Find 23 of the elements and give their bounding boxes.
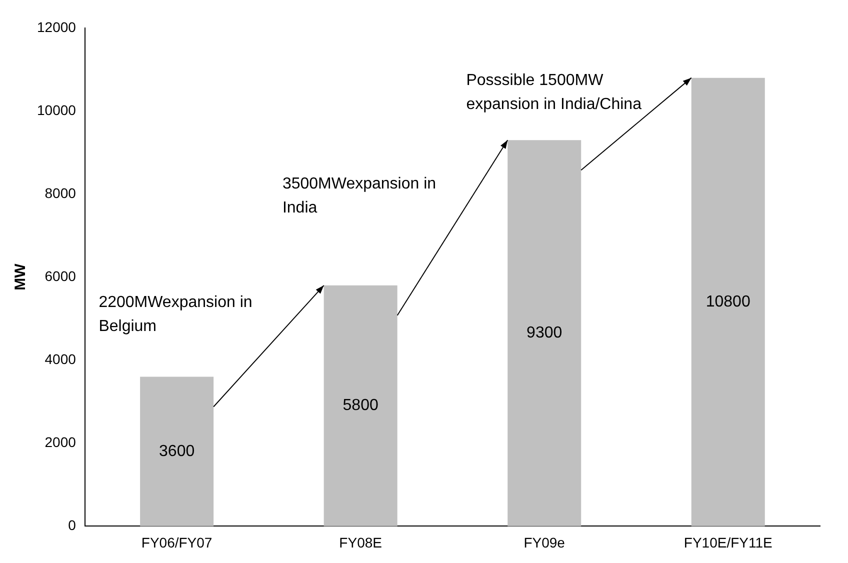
annotation: 2200MWexpansion in Belgium: [98, 294, 252, 336]
y-tick-label: 8000: [44, 184, 76, 201]
data-label: 3600: [159, 442, 195, 460]
bar: [508, 140, 582, 526]
annotation: Posssible 1500MW expansion in India/China: [466, 72, 642, 113]
x-tick-label: FY08E: [339, 534, 382, 550]
y-tick-label: 12000: [36, 18, 76, 35]
data-label: 10800: [706, 293, 750, 310]
bar: [691, 78, 765, 526]
x-tick-label: FY06/FY07: [141, 534, 212, 550]
data-label: 5800: [342, 397, 378, 414]
y-tick-label: 10000: [36, 102, 76, 118]
bar: [140, 376, 214, 526]
x-tick-label: FY09e: [524, 534, 566, 550]
y-tick-label: 4000: [44, 350, 76, 367]
bar: [324, 285, 398, 526]
y-tick-label: 2000: [44, 434, 76, 450]
y-tick-label: 6000: [44, 268, 76, 284]
y-axis-title: MW: [12, 262, 30, 290]
x-tick-label: FY10E/FY11E: [684, 534, 772, 550]
annotation: 3500MWexpansion in India: [282, 176, 436, 217]
y-tick-label: 0: [68, 517, 76, 534]
data-label: 9300: [526, 324, 562, 342]
